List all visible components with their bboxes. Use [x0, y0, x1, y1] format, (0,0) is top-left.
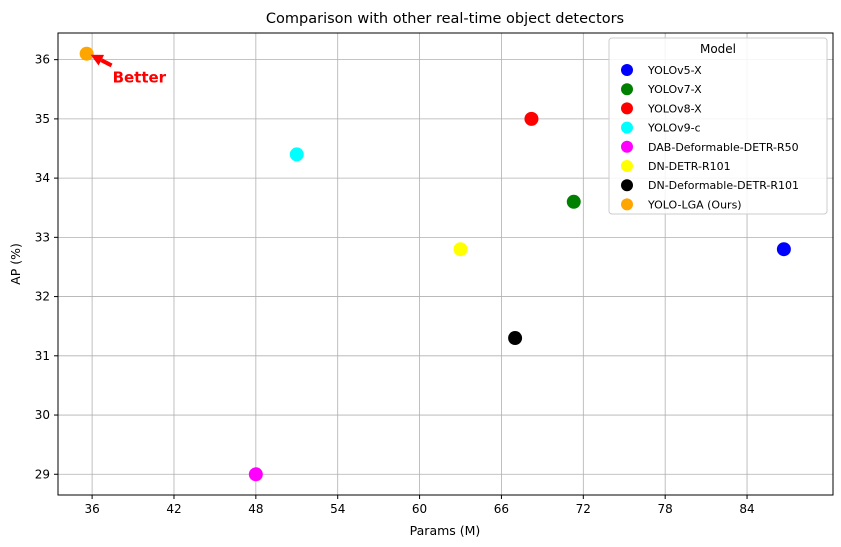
- x-tick-label: 84: [739, 502, 754, 516]
- data-point: [453, 242, 468, 257]
- legend-marker: [621, 140, 633, 153]
- legend-marker: [621, 83, 633, 96]
- legend-marker: [621, 160, 633, 172]
- x-tick-label: 60: [412, 502, 427, 516]
- y-tick-label: 32: [35, 290, 50, 304]
- legend-marker: [621, 102, 633, 115]
- legend-marker: [621, 121, 633, 134]
- y-tick-label: 36: [35, 53, 50, 67]
- data-points: [79, 46, 791, 482]
- y-tick-label: 35: [35, 112, 50, 126]
- legend-label: YOLO-LGA (Ours): [647, 198, 742, 211]
- legend-marker: [621, 198, 633, 211]
- x-tick-label: 42: [166, 502, 181, 516]
- y-tick-label: 33: [35, 230, 50, 244]
- x-tick-label: 36: [84, 502, 99, 516]
- annotation-text: Better: [113, 68, 167, 86]
- legend-marker: [621, 64, 633, 76]
- y-tick-label: 31: [35, 349, 50, 363]
- legend-label: YOLOv7-X: [647, 83, 702, 96]
- legend: Model YOLOv5-X YOLOv7-X YOLOv8-X YOLOv9-c DA…: [608, 37, 828, 215]
- legend-items: YOLOv5-X YOLOv7-X YOLOv8-X YOLOv9-c DAB-Defo…: [621, 64, 799, 211]
- data-point: [524, 111, 539, 126]
- data-point: [776, 242, 791, 257]
- data-point: [248, 467, 263, 482]
- annotation-arrow-shaft: [100, 58, 113, 68]
- x-axis-label: Params (M): [410, 523, 481, 538]
- better-annotation: Better: [90, 54, 167, 86]
- legend-title: Model: [700, 42, 736, 56]
- y-axis-ticks: 29 30 31 32 33 34 35 36: [35, 53, 58, 481]
- x-tick-label: 48: [248, 502, 263, 516]
- plot-area: [57, 32, 834, 496]
- data-point: [289, 147, 304, 162]
- legend-label: DN-Deformable-DETR-R101: [648, 179, 799, 192]
- legend-label: YOLOv9-c: [647, 122, 701, 135]
- data-point: [566, 194, 581, 209]
- y-tick-label: 30: [35, 408, 50, 422]
- data-point: [79, 46, 94, 61]
- x-tick-label: 78: [658, 502, 673, 516]
- legend-label: DN-DETR-R101: [648, 160, 731, 173]
- annotation-arrow-head: [90, 54, 105, 66]
- y-tick-label: 29: [35, 467, 50, 481]
- legend-label: YOLOv5-X: [647, 64, 702, 77]
- legend-marker: [621, 179, 633, 192]
- chart-title: Comparison with other real-time object d…: [266, 11, 624, 27]
- legend-label: DAB-Deformable-DETR-R50: [648, 141, 799, 154]
- x-tick-label: 66: [494, 502, 509, 516]
- y-axis-label: AP (%): [8, 243, 23, 285]
- x-axis-ticks: 36 42 48 54 60 66 72 78 84: [84, 495, 755, 516]
- legend-label: YOLOv8-X: [647, 102, 702, 115]
- x-tick-label: 72: [576, 502, 591, 516]
- data-point: [508, 331, 523, 346]
- x-tick-label: 54: [330, 502, 345, 516]
- y-tick-label: 34: [35, 171, 50, 185]
- legend-box: [608, 37, 828, 215]
